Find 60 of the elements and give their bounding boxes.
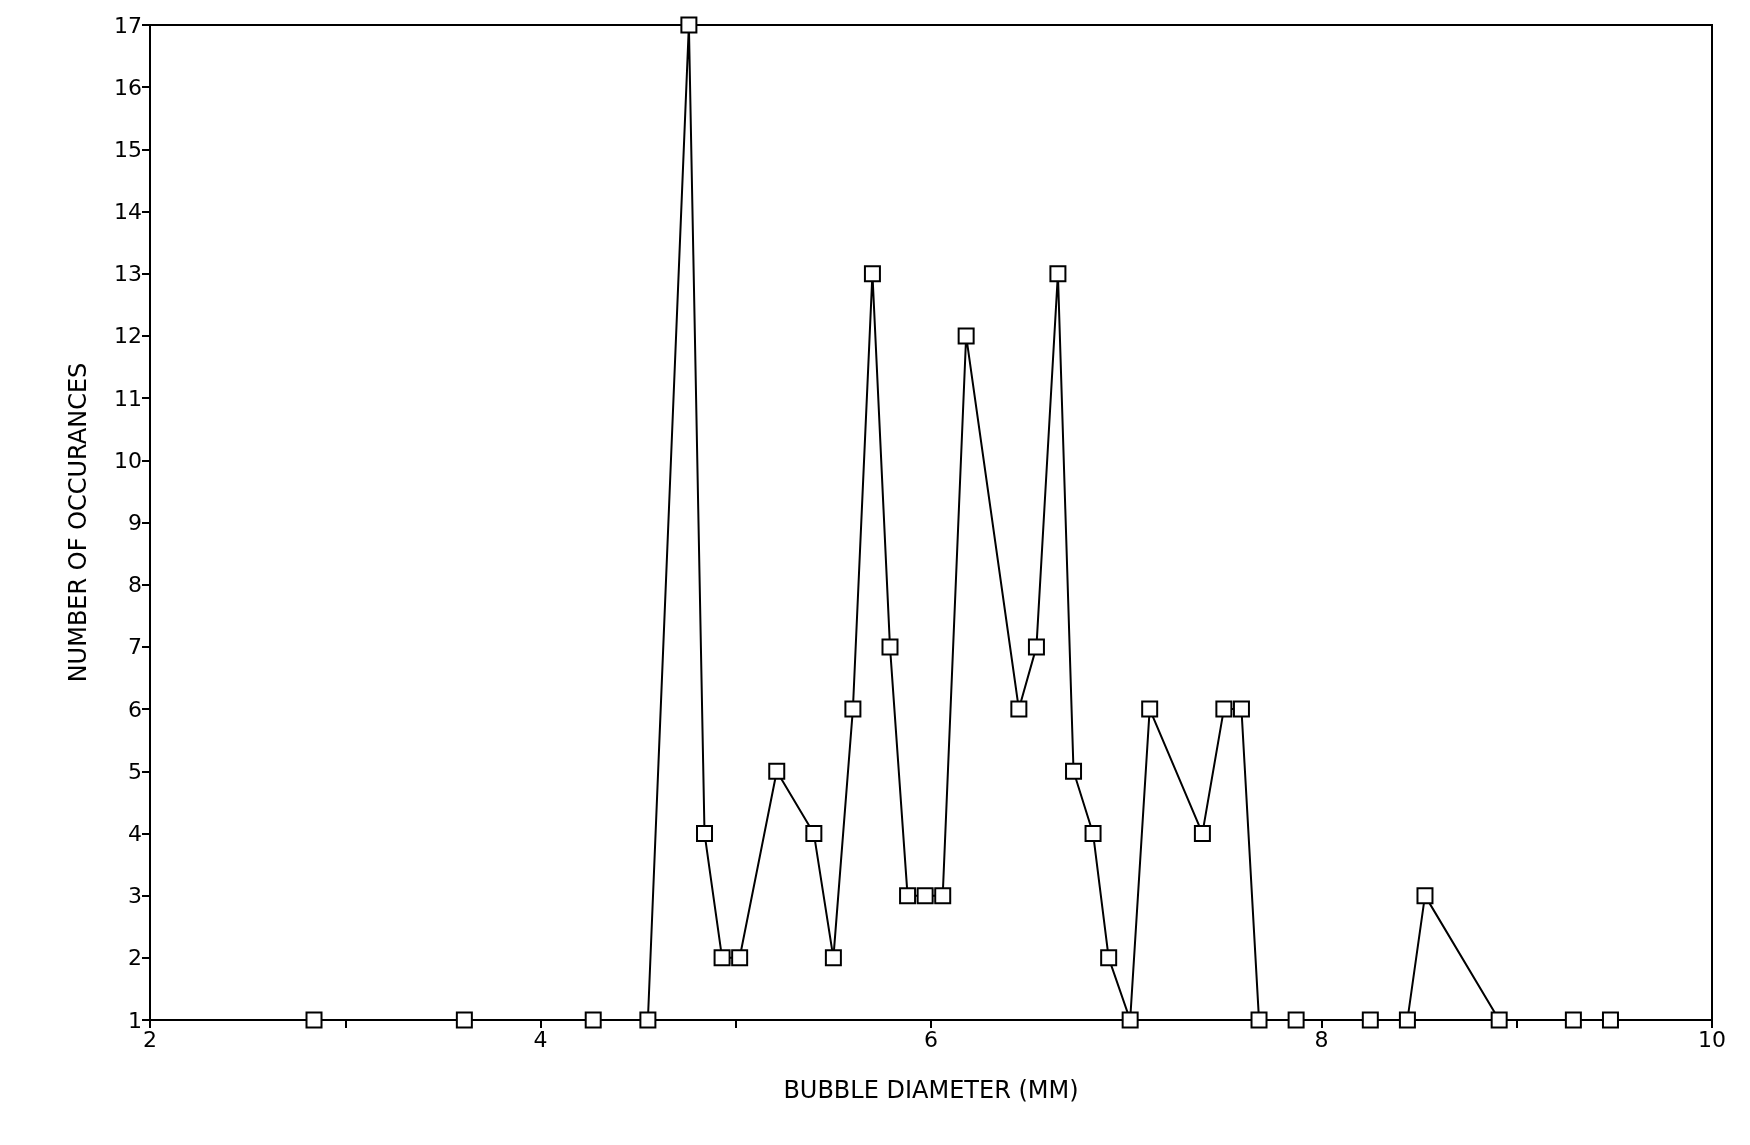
point bbox=[881, 638, 899, 656]
y-tick-label: 11 bbox=[114, 385, 142, 411]
point bbox=[1065, 762, 1083, 780]
point bbox=[957, 327, 975, 345]
point bbox=[584, 1011, 602, 1029]
point bbox=[1215, 700, 1233, 718]
point bbox=[899, 887, 917, 905]
point bbox=[916, 887, 934, 905]
point bbox=[1049, 265, 1067, 283]
y-tick-label: 6 bbox=[128, 696, 142, 722]
y-tick-label: 14 bbox=[114, 199, 142, 225]
point bbox=[1287, 1011, 1305, 1029]
y-tick-label: 10 bbox=[114, 447, 142, 473]
point bbox=[1601, 1011, 1619, 1029]
x-axis-title: BUBBLE DIAMETER (MM) bbox=[783, 1076, 1079, 1104]
x-tick-label: 6 bbox=[924, 1026, 938, 1052]
point bbox=[639, 1011, 657, 1029]
y-tick-label: 17 bbox=[114, 12, 142, 38]
y-tick-label: 2 bbox=[128, 945, 142, 971]
point bbox=[805, 824, 823, 842]
point bbox=[680, 16, 698, 34]
point bbox=[1084, 824, 1102, 842]
point bbox=[824, 949, 842, 967]
y-tick-label: 12 bbox=[114, 323, 142, 349]
y-tick-label: 15 bbox=[114, 136, 142, 162]
y-tick-label: 1 bbox=[128, 1007, 142, 1033]
point bbox=[1361, 1011, 1379, 1029]
point bbox=[1564, 1011, 1582, 1029]
point bbox=[455, 1011, 473, 1029]
point bbox=[844, 700, 862, 718]
point bbox=[1027, 638, 1045, 656]
point bbox=[731, 949, 749, 967]
y-tick-label: 7 bbox=[128, 634, 142, 660]
y-tick-label: 16 bbox=[114, 74, 142, 100]
point bbox=[934, 887, 952, 905]
point bbox=[768, 762, 786, 780]
point bbox=[1232, 700, 1250, 718]
x-tick-label: 4 bbox=[533, 1026, 548, 1052]
y-tick-label: 8 bbox=[128, 572, 142, 598]
point bbox=[1141, 700, 1159, 718]
x-tick-label: 10 bbox=[1698, 1026, 1726, 1052]
y-tick-label: 9 bbox=[128, 510, 142, 535]
point bbox=[863, 265, 881, 283]
point bbox=[1121, 1011, 1139, 1029]
point bbox=[696, 824, 714, 842]
point bbox=[1416, 887, 1434, 905]
y-tick-label: 3 bbox=[128, 883, 142, 909]
y-tick-label: 5 bbox=[128, 758, 142, 784]
point bbox=[305, 1011, 323, 1029]
x-tick-label: 8 bbox=[1314, 1026, 1329, 1052]
point bbox=[1398, 1011, 1416, 1029]
point bbox=[1250, 1011, 1268, 1029]
point bbox=[1100, 949, 1118, 967]
point bbox=[1490, 1011, 1508, 1029]
point bbox=[1010, 700, 1028, 718]
point bbox=[1193, 824, 1211, 842]
y-tick-label: 4 bbox=[128, 820, 142, 846]
point bbox=[713, 949, 731, 967]
y-tick-label: 13 bbox=[114, 261, 142, 287]
y-axis-title: NUMBER OF OCCURANCES bbox=[64, 362, 92, 683]
